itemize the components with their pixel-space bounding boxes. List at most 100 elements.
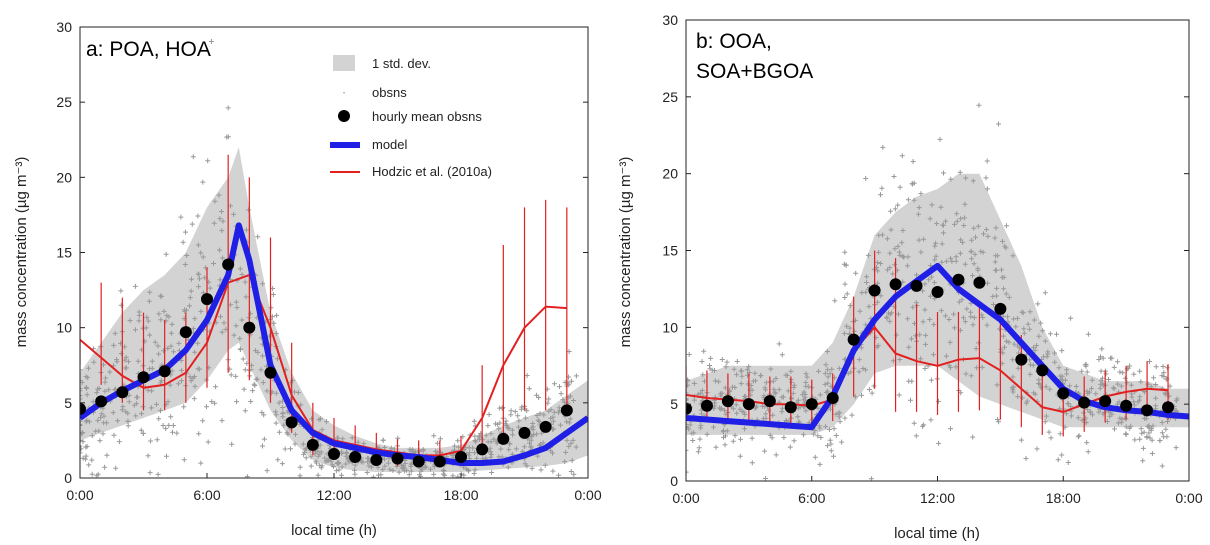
- obs-point: [697, 436, 703, 442]
- obs-point: [80, 386, 83, 391]
- obs-point: [298, 402, 304, 408]
- obs-point: [233, 323, 239, 329]
- obs-point: [131, 402, 137, 408]
- obs-point: [361, 441, 367, 447]
- obs-point: [828, 448, 834, 454]
- obs-point: [546, 408, 552, 414]
- obs-point: [319, 427, 325, 433]
- obs-point: [699, 411, 705, 417]
- obs-point: [273, 420, 279, 426]
- legend-model-label: model: [372, 137, 408, 152]
- obs-point: [1118, 383, 1124, 389]
- obs-point: [700, 372, 706, 378]
- obs-point: [1164, 365, 1170, 371]
- obs-point: [1038, 320, 1044, 326]
- obs-point: [803, 408, 809, 414]
- obs-point: [1140, 458, 1146, 464]
- obs-point: [953, 364, 959, 370]
- obs-point: [557, 384, 562, 390]
- obs-point: [534, 413, 540, 418]
- obs-point: [841, 331, 847, 336]
- obs-point: [911, 197, 917, 203]
- obs-point: [699, 359, 705, 364]
- obs-point: [922, 307, 928, 313]
- obs-point: [1059, 373, 1065, 379]
- obs-point: [874, 260, 880, 265]
- obs-point: [1098, 354, 1103, 360]
- obs-point: [181, 457, 187, 463]
- obs-point: [773, 452, 779, 458]
- obs-point: [739, 368, 745, 374]
- obs-point: [721, 434, 726, 440]
- obs-point: [1165, 419, 1170, 424]
- obs-point: [260, 443, 265, 449]
- obs-point: [1145, 381, 1151, 387]
- obs-point: [811, 431, 817, 437]
- obs-point: [339, 464, 345, 470]
- obs-point: [94, 473, 100, 478]
- obs-point: [1101, 409, 1107, 415]
- obs-point: [742, 394, 748, 399]
- obs-point: [246, 207, 252, 213]
- obs-point: [110, 410, 116, 416]
- obs-point: [928, 417, 934, 423]
- obs-point: [885, 267, 891, 273]
- obs-point: [1084, 388, 1090, 394]
- obs-point: [85, 375, 91, 381]
- obs-point: [910, 304, 916, 310]
- obs-point: [340, 436, 346, 442]
- obs-point: [1000, 313, 1006, 319]
- obs-point: [890, 271, 896, 277]
- obs-point: [734, 359, 740, 364]
- obs-point: [897, 357, 903, 362]
- obs-point: [891, 174, 897, 179]
- obs-point: [165, 399, 171, 405]
- obs-point: [431, 471, 437, 477]
- obs-point: [837, 419, 843, 425]
- obs-point: [763, 380, 769, 386]
- obs-point: [568, 469, 574, 474]
- obs-point: [112, 330, 118, 336]
- obs-point: [282, 446, 288, 452]
- obs-point: [541, 412, 547, 418]
- obs-point: [80, 450, 83, 456]
- obs-point: [842, 281, 848, 287]
- obs-point: [176, 340, 182, 346]
- obs-point: [1075, 434, 1081, 440]
- x-axis-ticks: 0:00 6:00 12:00 18:00 0:00: [672, 476, 1203, 506]
- y-axis-label: mass concentration (µg m⁻³): [617, 157, 634, 348]
- obs-point: [1124, 366, 1130, 372]
- obs-point: [122, 365, 128, 371]
- obs-point: [125, 418, 131, 424]
- obs-point: [1153, 395, 1159, 401]
- obs-point: [936, 440, 942, 446]
- obs-point: [149, 358, 155, 364]
- obs-point: [331, 464, 336, 469]
- obs-point: [1089, 377, 1095, 383]
- obs-point: [801, 397, 807, 403]
- x-tick-label: 18:00: [443, 487, 478, 503]
- legend-obs-swatch: ·: [342, 86, 346, 100]
- obs-point: [80, 438, 83, 443]
- obs-point: [995, 417, 1001, 422]
- obs-point: [1031, 345, 1036, 351]
- obs-point: [1010, 357, 1016, 363]
- obs-point: [1081, 410, 1086, 416]
- obs-point: [220, 255, 226, 261]
- obs-point: [290, 378, 296, 384]
- obs-point: [471, 471, 477, 476]
- y-tick-label: 20: [662, 166, 678, 182]
- obs-point: [1115, 359, 1121, 365]
- hourly-mean-point: [686, 402, 692, 415]
- obs-point: [695, 449, 701, 455]
- obs-point: [868, 476, 874, 481]
- y-axis-label: mass concentration (µg m⁻³): [13, 157, 30, 348]
- obs-point: [336, 461, 341, 467]
- obs-point: [211, 261, 216, 266]
- obs-point: [274, 312, 280, 318]
- obs-point: [211, 220, 217, 226]
- obs-point: [80, 393, 83, 398]
- obs-point: [1112, 426, 1117, 432]
- obs-point: [958, 216, 964, 222]
- obs-point: [264, 388, 270, 394]
